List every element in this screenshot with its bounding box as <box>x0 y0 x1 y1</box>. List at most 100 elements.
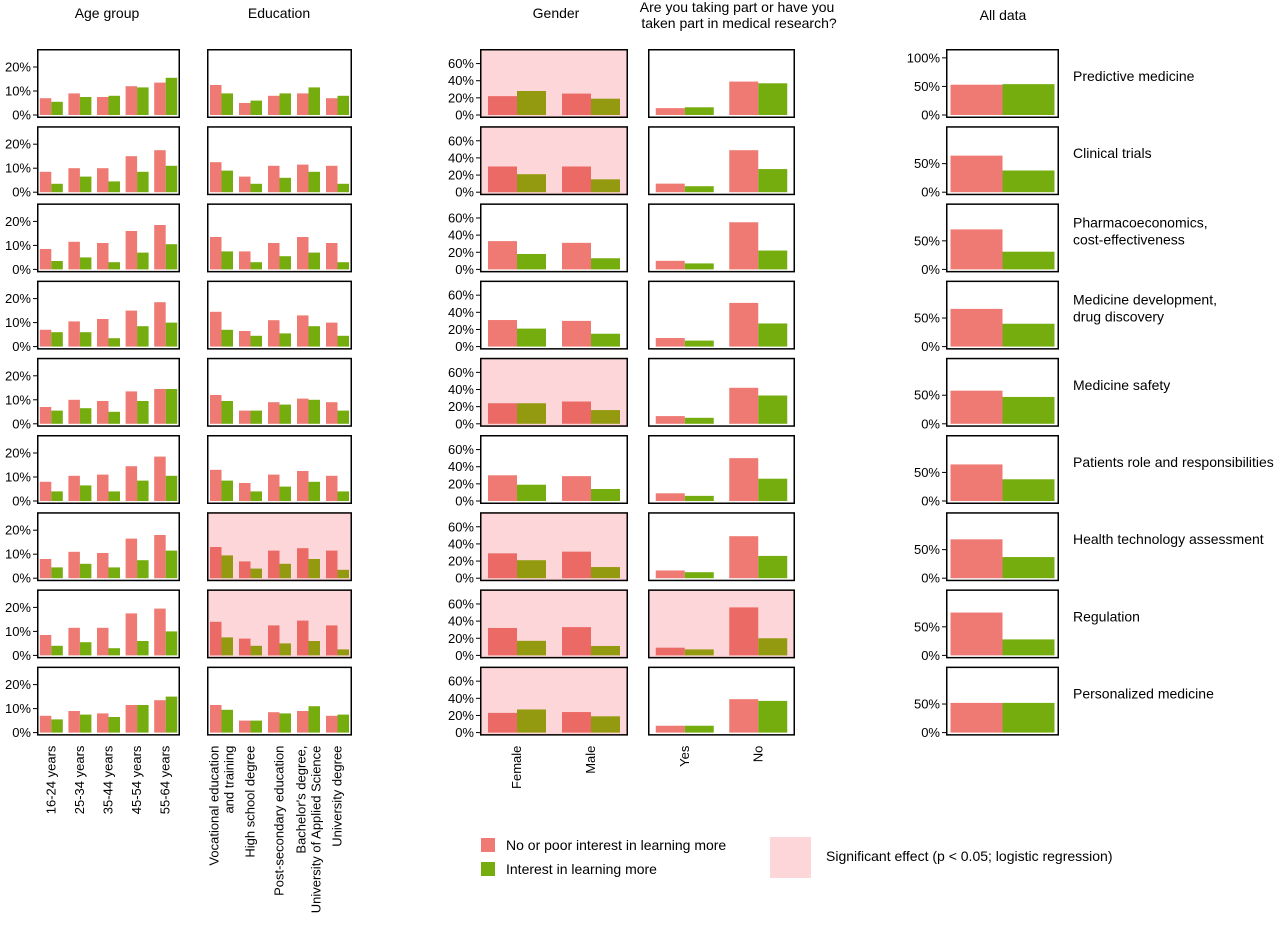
bar-no-interest <box>210 621 222 656</box>
bar-no-interest <box>326 550 338 579</box>
y-tick-label: 20% <box>5 677 31 692</box>
bar-interest <box>279 713 291 733</box>
x-category-label-female: Female <box>509 746 524 789</box>
x-category-label-16-24-years: 16-24 years <box>43 745 58 814</box>
panel-research-health-technology-assessment <box>648 512 795 582</box>
bar-no-interest <box>268 625 280 656</box>
bar-interest <box>758 83 788 115</box>
y-tick-label: 20% <box>5 368 31 383</box>
bar-interest <box>108 411 120 424</box>
bar-interest <box>337 649 349 656</box>
y-tick-label: 20% <box>448 399 474 414</box>
bar-no-interest <box>729 222 759 270</box>
bar-no-interest <box>239 331 251 347</box>
bar-interest <box>1002 251 1055 270</box>
y-tick-label: 10% <box>5 315 31 330</box>
panel-gender-pharmacoeconomics-cost-effectiveness: 0% 20% 40% 60% <box>448 203 628 277</box>
row-clinical-trials: 0% 10% 20% 0% 20% 40% 60% 0% 50% <box>5 126 1059 200</box>
bar-interest <box>684 107 714 115</box>
panel-border <box>37 126 180 196</box>
column-title-gender: Gender <box>533 5 580 21</box>
row-label-patients-role-and-responsibilities: Patients role and responsibilities <box>1073 454 1274 470</box>
y-tick-label: 40% <box>448 536 474 551</box>
row-label-line: Medicine development, <box>1073 292 1217 308</box>
bar-interest <box>137 326 149 347</box>
y-tick-label: 0% <box>455 108 474 123</box>
bar-interest <box>1002 323 1055 347</box>
panel-age-pharmacoeconomics-cost-effectiveness: 0% 10% 20% <box>5 203 180 277</box>
y-tick-label: 0% <box>455 648 474 663</box>
panel-age-clinical-trials: 0% 10% 20% <box>5 126 180 200</box>
y-tick-label: 60% <box>448 365 474 380</box>
row-patients-role-and-responsibilities: 0% 10% 20% 0% 20% 40% 60% 0% 50% <box>5 435 1059 509</box>
bar-no-interest <box>97 319 109 347</box>
y-tick-label: 50% <box>914 388 940 403</box>
bar-interest <box>79 176 92 193</box>
y-tick-label: 0% <box>12 108 31 123</box>
bar-no-interest <box>729 81 759 115</box>
panel-border <box>946 357 1059 427</box>
bar-interest <box>165 475 178 501</box>
bar-interest <box>79 642 92 656</box>
panel-border <box>648 512 795 582</box>
bar-no-interest <box>97 713 109 733</box>
panel-gender-regulation: 0% 20% 40% 60% <box>448 589 628 663</box>
bar-interest <box>1002 84 1055 115</box>
x-category-label-line: High school degree <box>243 746 258 858</box>
panel-research-clinical-trials <box>648 126 795 196</box>
bar-no-interest <box>239 561 251 579</box>
column-title-all-data: All data <box>980 7 1027 23</box>
x-category-label-high-school-degree: High school degree <box>243 746 258 858</box>
bar-no-interest <box>326 402 338 424</box>
bar-no-interest <box>39 407 52 424</box>
bar-no-interest <box>210 705 222 733</box>
panel-age-patients-role-and-responsibilities: 0% 10% 20% <box>5 435 180 509</box>
panel-border <box>648 357 795 427</box>
panel-border <box>207 357 352 427</box>
panel-all-personalized-medicine: 0% 50% <box>914 666 1059 740</box>
bar-interest <box>337 491 349 501</box>
panel-border <box>480 435 628 504</box>
bar-no-interest <box>97 553 109 579</box>
bar-no-interest <box>488 475 517 501</box>
y-tick-label: 0% <box>455 339 474 354</box>
bar-no-interest <box>97 474 109 501</box>
y-tick-label: 0% <box>921 108 940 123</box>
y-tick-label: 10% <box>5 470 31 485</box>
y-tick-label: 40% <box>448 614 474 629</box>
bar-interest <box>337 714 349 733</box>
bar-no-interest <box>239 720 251 733</box>
panel-border <box>946 203 1059 273</box>
y-tick-label: 40% <box>448 382 474 397</box>
bar-no-interest <box>950 84 1003 115</box>
panel-border <box>648 280 795 350</box>
bar-no-interest <box>125 538 138 579</box>
bar-interest <box>79 97 92 115</box>
panel-edu-health-technology-assessment <box>207 512 352 582</box>
bar-no-interest <box>39 249 52 270</box>
bar-interest <box>137 560 149 579</box>
y-tick-label: 0% <box>12 185 31 200</box>
bar-no-interest <box>562 166 591 193</box>
bar-interest <box>165 244 178 270</box>
bar-interest <box>108 338 120 347</box>
bar-interest <box>337 262 349 270</box>
bar-no-interest <box>655 338 685 347</box>
y-tick-label: 60% <box>448 442 474 457</box>
y-tick-label: 60% <box>448 519 474 534</box>
bar-no-interest <box>562 401 591 424</box>
panel-age-regulation: 0% 10% 20% <box>5 589 180 663</box>
bar-no-interest <box>39 98 52 115</box>
bar-interest <box>591 258 620 270</box>
x-category-label-line: Bachelor's degree, <box>294 746 309 854</box>
panel-gender-predictive-medicine: 0% 20% 40% 60% <box>448 49 628 123</box>
bar-interest <box>221 637 233 656</box>
row-personalized-medicine: 0% 10% 20% 0% 20% 40% 60% 0% 50% <box>5 666 1059 740</box>
bar-no-interest <box>68 93 80 115</box>
y-tick-label: 0% <box>921 416 940 431</box>
bar-no-interest <box>655 260 685 270</box>
bar-no-interest <box>68 321 80 347</box>
x-category-label-line: No <box>750 746 765 763</box>
x-category-label-line: 55-64 years <box>158 745 173 814</box>
